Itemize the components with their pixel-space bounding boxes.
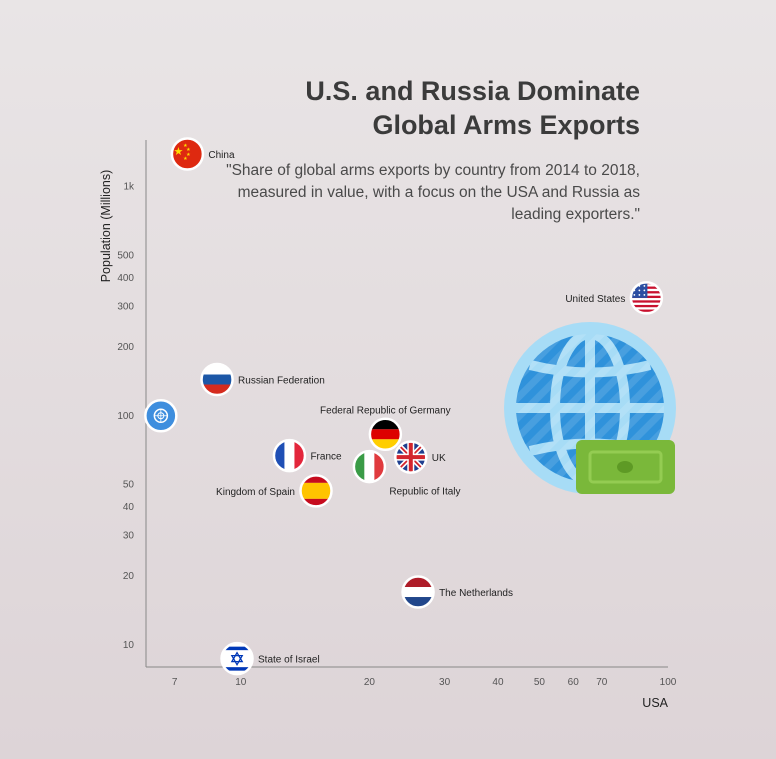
data-point-spain — [299, 474, 333, 508]
data-point-china: ★ ★★★★ — [170, 137, 205, 171]
x-axis-title: USA — [642, 696, 668, 710]
data-point-italy — [352, 449, 387, 484]
y-tick-label: 400 — [117, 273, 134, 284]
point-label-netherlands: The Netherlands — [439, 588, 513, 599]
svg-text:★: ★ — [186, 147, 191, 153]
y-tick-label: 500 — [117, 251, 134, 262]
y-tick-label: 30 — [123, 531, 135, 542]
point-label-china: China — [208, 150, 235, 161]
x-tick-label: 30 — [439, 677, 451, 688]
point-label-france: France — [310, 452, 342, 463]
x-tick-label: 7 — [172, 677, 178, 688]
chart-subtitle: "Share of global arms exports by country… — [226, 162, 640, 223]
x-tick-label: 20 — [364, 677, 376, 688]
x-tick-label: 50 — [534, 677, 546, 688]
data-point-germany — [368, 417, 403, 452]
y-tick-label: 100 — [117, 411, 134, 422]
y-tick-label: 200 — [117, 342, 134, 353]
point-label-italy: Republic of Italy — [389, 487, 460, 498]
data-point-russia — [200, 362, 234, 397]
point-label-usa: United States — [565, 294, 625, 305]
data-point-netherlands — [401, 575, 435, 609]
point-label-germany: Federal Republic of Germany — [320, 405, 451, 416]
data-point-usa — [629, 281, 664, 315]
title-line-1: U.S. and Russia Dominate — [305, 76, 640, 106]
point-label-spain: Kingdom of Spain — [216, 487, 295, 498]
y-tick-label: 40 — [123, 502, 135, 513]
data-point-france — [272, 438, 307, 473]
x-tick-label: 70 — [596, 677, 608, 688]
x-tick-label: 100 — [660, 677, 677, 688]
data-point-uk — [394, 440, 428, 474]
title-line-2: Global Arms Exports — [372, 110, 640, 140]
chart-title: U.S. and Russia Dominate Global Arms Exp… — [120, 74, 640, 142]
svg-text:★: ★ — [186, 152, 191, 158]
y-axis-title: Population (Millions) — [99, 170, 113, 283]
y-tick-label: 300 — [117, 302, 134, 313]
y-tick-label: 10 — [123, 640, 135, 651]
y-tick-label: 50 — [123, 480, 135, 491]
point-label-uk: UK — [432, 453, 446, 464]
axes: 7 10 20 30 40 50 60 70 100 10 20 30 40 50 100 200 300 400… — [99, 140, 677, 710]
data-point-un — [144, 399, 178, 433]
point-label-russia: Russian Federation — [238, 376, 325, 387]
x-tick-label: 10 — [235, 677, 247, 688]
y-tick-label: 20 — [123, 571, 135, 582]
globe-money-illustration — [504, 322, 676, 494]
data-point-israel — [220, 641, 254, 676]
svg-text:★: ★ — [183, 143, 188, 149]
svg-text:★: ★ — [173, 146, 183, 158]
y-tick-label: 1k — [123, 182, 135, 193]
x-tick-label: 40 — [492, 677, 504, 688]
x-tick-label: 60 — [568, 677, 580, 688]
point-label-israel: State of Israel — [258, 655, 320, 666]
svg-text:★: ★ — [183, 156, 188, 162]
